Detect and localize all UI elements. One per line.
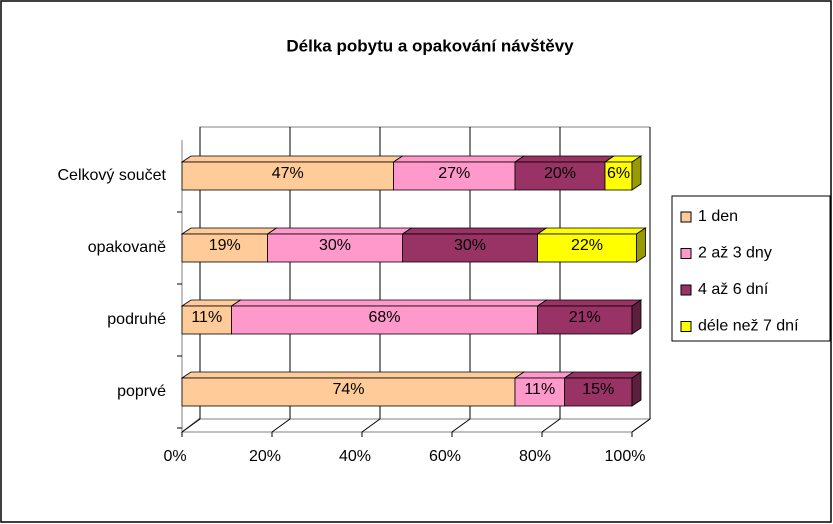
data-label: 20%: [544, 165, 576, 182]
bar: [537, 305, 633, 335]
data-label: 15%: [582, 381, 614, 398]
legend-swatch: [680, 284, 692, 296]
legend-label: 4 až 6 dní: [698, 281, 769, 298]
bar: [514, 161, 606, 191]
data-label: 30%: [319, 237, 351, 254]
bar-side: [631, 299, 642, 335]
x-tick-label: 80%: [519, 448, 551, 465]
y-tick-label: poprvé: [117, 383, 166, 400]
legend-label: 1 den: [698, 208, 738, 225]
bar-top: [180, 371, 526, 379]
grid-line-floor: [271, 418, 291, 433]
y-tick-label: podruhé: [107, 311, 166, 328]
bar: [181, 233, 268, 263]
bar: [402, 233, 538, 263]
grid-line-floor: [541, 418, 561, 433]
grid-line-floor: [451, 418, 471, 433]
legend-swatch: [680, 211, 692, 223]
data-label: 21%: [569, 309, 601, 326]
legend-label: déle než 7 dní: [698, 318, 799, 335]
bar: [393, 161, 516, 191]
bar-top: [536, 227, 647, 235]
data-label: 30%: [454, 237, 486, 254]
x-tick-label: 60%: [429, 448, 461, 465]
bar-side: [631, 371, 642, 407]
bar: [564, 377, 633, 407]
bar-top: [513, 155, 616, 163]
bar-side: [631, 155, 642, 191]
grid-line-floor: [361, 418, 381, 433]
bar-top: [536, 299, 643, 307]
y-tick-label: Celkový součet: [58, 167, 167, 184]
data-label: 68%: [368, 309, 400, 326]
bar-top: [180, 155, 404, 163]
data-label: 11%: [191, 309, 222, 326]
legend-label: 2 až 3 dny: [698, 245, 772, 262]
bar-top: [266, 227, 413, 235]
grid-line-floor: [181, 418, 201, 433]
bar-top: [180, 227, 278, 235]
bar-top: [401, 227, 548, 235]
chart-title: Délka pobytu a opakování návštěvy: [286, 36, 574, 55]
data-label: 22%: [571, 237, 603, 254]
data-label: 74%: [332, 381, 364, 398]
bar: [514, 377, 565, 407]
bar-top: [563, 371, 643, 379]
plot-area: [182, 127, 650, 432]
x-tick-label: 0%: [163, 448, 186, 465]
grid-line-floor: [631, 418, 651, 433]
bar: [181, 377, 516, 407]
x-tick-label: 40%: [339, 448, 371, 465]
x-tick-label: 100%: [605, 448, 646, 465]
y-tick-label: opakovaně: [88, 239, 166, 256]
data-label: 27%: [438, 165, 470, 182]
bar-side: [636, 227, 646, 263]
bar-top: [513, 371, 575, 379]
legend-swatch: [680, 321, 692, 332]
data-label: 11%: [524, 381, 555, 398]
floor: [180, 418, 652, 433]
data-label: 47%: [272, 165, 304, 182]
x-tick-label: 20%: [249, 448, 281, 465]
legend-swatch: [680, 248, 692, 259]
legend: [671, 195, 831, 342]
bar-top: [180, 299, 242, 307]
bar: [231, 305, 538, 335]
data-label: 6%: [607, 165, 630, 182]
data-label: 19%: [209, 237, 241, 254]
bar-top: [230, 299, 548, 307]
bar-top: [392, 155, 526, 163]
bar: [181, 305, 232, 335]
